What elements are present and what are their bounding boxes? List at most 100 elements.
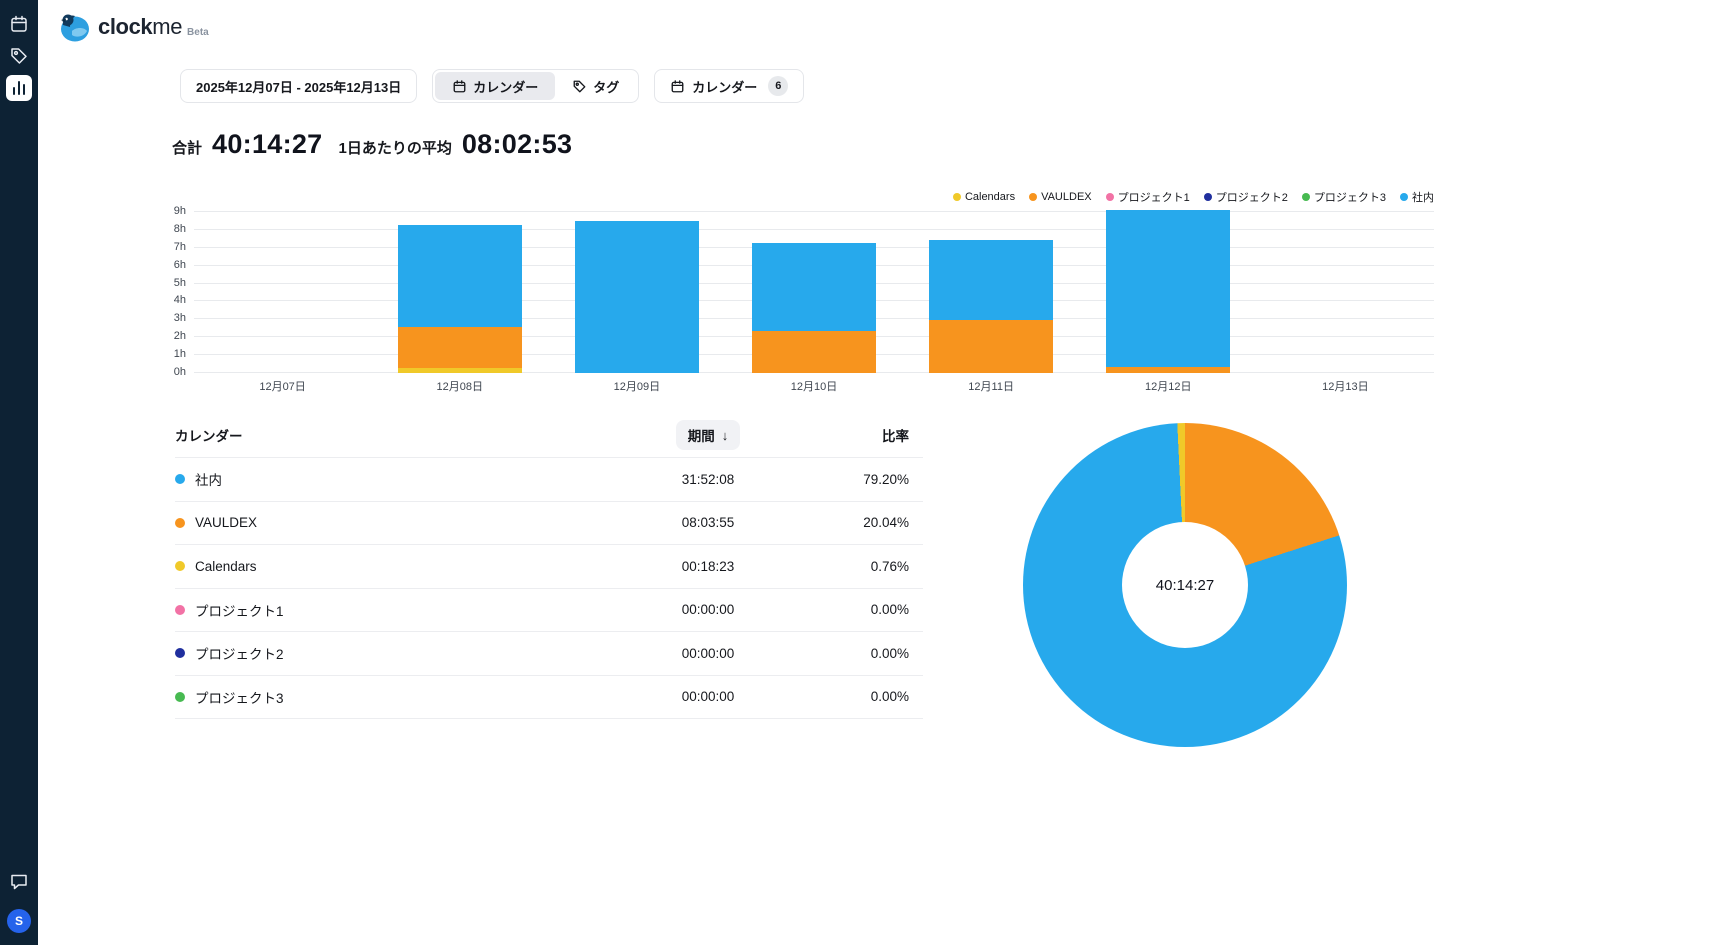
y-axis-labels: 0h 1h 2h 3h 4h 5h 6h 7h 8h 9h bbox=[170, 205, 188, 378]
x-tick-label: 12月10日 bbox=[790, 381, 838, 393]
sidebar-item-reports[interactable] bbox=[6, 75, 32, 101]
chart-legend: Calendars VAULDEX プロジェクト1 プロジェクト2 プロジェクト3 社内 bbox=[170, 190, 1434, 204]
legend-label: 社内 bbox=[1412, 192, 1434, 204]
column-header-ratio: 比率 bbox=[882, 429, 909, 444]
row-ratio: 0.00% bbox=[870, 689, 909, 705]
table-row: VAULDEX 08:03:55 20.04% bbox=[175, 500, 923, 545]
y-tick-label: 0h bbox=[173, 366, 186, 378]
tab-calendar[interactable]: カレンダー bbox=[435, 72, 556, 100]
bar-segment-VAULDEX bbox=[397, 326, 522, 368]
arrow-down-icon: ↓ bbox=[721, 427, 729, 443]
sidebar-item-tags[interactable] bbox=[6, 43, 32, 69]
calendar-filter-count-badge: 6 bbox=[768, 76, 789, 96]
user-avatar[interactable]: S bbox=[7, 909, 31, 933]
gridline bbox=[194, 228, 1434, 230]
y-tick-label: 4h bbox=[173, 294, 186, 307]
total-value: 40:14:27 bbox=[212, 129, 323, 159]
tag-icon bbox=[11, 48, 27, 64]
bar-chart-icon bbox=[13, 81, 25, 95]
calendar-icon bbox=[11, 15, 27, 32]
row-duration: 00:00:00 bbox=[681, 602, 735, 618]
logo-bird-icon bbox=[61, 14, 89, 42]
bar-segment-VAULDEX bbox=[1106, 366, 1231, 373]
x-tick-label: 12月11日 bbox=[968, 381, 1014, 393]
bar-12月10日 bbox=[752, 243, 876, 373]
legend-dot bbox=[1105, 193, 1114, 201]
row-ratio: 0.00% bbox=[870, 602, 909, 618]
total-label: 合計 bbox=[172, 140, 203, 157]
y-tick-label: 2h bbox=[173, 330, 186, 343]
row-ratio: 0.76% bbox=[870, 558, 909, 574]
logo-text-primary: clock bbox=[98, 14, 153, 39]
row-duration: 00:18:23 bbox=[681, 558, 735, 574]
x-tick-label: 12月13日 bbox=[1322, 381, 1369, 393]
legend-label: VAULDEX bbox=[1041, 191, 1092, 203]
tab-calendar-label: カレンダー bbox=[473, 79, 539, 95]
calendar-color-dot bbox=[175, 561, 185, 572]
calendar-name-label: VAULDEX bbox=[195, 515, 258, 531]
tab-tags[interactable]: タグ bbox=[555, 72, 636, 100]
y-tick-label: 6h bbox=[173, 258, 186, 271]
toolbar: 2025年12月07日 - 2025年12月13日 カレンダー タグ カレンダー… bbox=[180, 69, 805, 103]
row-duration: 08:03:55 bbox=[681, 515, 735, 531]
row-ratio: 20.04% bbox=[863, 515, 909, 531]
calendar-icon bbox=[453, 79, 466, 92]
calendar-table: カレンダー 期間 ↓ 比率 社内 31:52:08 79.20% VAULDEX 08:… bbox=[175, 413, 923, 719]
donut-center: 40:14:27 bbox=[1122, 522, 1248, 648]
tab-tags-label: タグ bbox=[593, 79, 620, 95]
daily-average-label: 1日あたりの平均 bbox=[338, 140, 452, 157]
legend-dot bbox=[1400, 193, 1408, 201]
calendar-icon bbox=[671, 79, 684, 92]
calendar-color-dot bbox=[175, 691, 185, 702]
feedback-button[interactable] bbox=[6, 868, 32, 894]
table-row: 社内 31:52:08 79.20% bbox=[175, 457, 923, 501]
legend-item-プロジェクト3[interactable]: プロジェクト3 bbox=[1301, 189, 1386, 205]
legend-item-Calendars[interactable]: Calendars bbox=[952, 191, 1015, 203]
calendar-name-label: Calendars bbox=[195, 558, 257, 574]
legend-label: プロジェクト2 bbox=[1215, 192, 1288, 204]
legend-dot bbox=[1301, 193, 1310, 201]
row-ratio: 79.20% bbox=[863, 471, 909, 487]
table-row: プロジェクト2 00:00:00 0.00% bbox=[175, 631, 923, 675]
calendar-name-label: プロジェクト3 bbox=[195, 690, 284, 706]
calendar-color-dot bbox=[175, 474, 185, 485]
row-duration: 00:00:00 bbox=[681, 689, 735, 705]
bar-plot bbox=[194, 210, 1434, 373]
bar-segment-VAULDEX bbox=[929, 320, 1054, 373]
row-calendar-name: プロジェクト3 bbox=[175, 687, 623, 707]
bar-chart: Calendars VAULDEX プロジェクト1 プロジェクト2 プロジェクト3 社内 … bbox=[170, 190, 1434, 394]
beta-label: Beta bbox=[187, 26, 209, 38]
row-calendar-name: Calendars bbox=[175, 559, 623, 574]
logo-text: clockme bbox=[98, 14, 182, 40]
y-tick-label: 8h bbox=[173, 222, 186, 235]
calendar-filter-button[interactable]: カレンダー 6 bbox=[654, 69, 805, 103]
duration-sort-button[interactable]: 期間 ↓ bbox=[675, 420, 741, 450]
legend-dot bbox=[1029, 193, 1038, 201]
chat-bubble-icon bbox=[11, 874, 27, 890]
bar-segment-VAULDEX bbox=[752, 330, 876, 373]
tag-icon bbox=[573, 80, 586, 92]
view-segmented-control: カレンダー タグ bbox=[432, 69, 640, 103]
logo-text-secondary: me bbox=[152, 14, 183, 39]
table-row: プロジェクト1 00:00:00 0.00% bbox=[175, 587, 923, 632]
table-rows: 社内 31:52:08 79.20% VAULDEX 08:03:55 20.04% Cal… bbox=[175, 457, 923, 719]
x-axis-labels: 12月07日 12月08日 12月09日 12月10日 12月11日 12月12日 12月1… bbox=[194, 378, 1434, 394]
bar-12月09日 bbox=[574, 220, 699, 373]
y-tick-label: 1h bbox=[173, 348, 186, 361]
duration-sort-label: 期間 bbox=[687, 429, 715, 444]
legend-item-VAULDEX[interactable]: VAULDEX bbox=[1029, 191, 1092, 203]
row-calendar-name: プロジェクト2 bbox=[175, 643, 623, 663]
x-tick-label: 12月08日 bbox=[436, 381, 483, 393]
sidebar-item-calendar[interactable] bbox=[6, 11, 32, 37]
bar-segment-Calendars bbox=[397, 367, 522, 373]
x-tick-label: 12月09日 bbox=[613, 381, 661, 393]
legend-item-プロジェクト1[interactable]: プロジェクト1 bbox=[1105, 189, 1190, 205]
row-calendar-name: プロジェクト1 bbox=[175, 600, 623, 620]
legend-item-プロジェクト2[interactable]: プロジェクト2 bbox=[1203, 189, 1288, 205]
legend-item-社内[interactable]: 社内 bbox=[1400, 189, 1434, 205]
calendar-color-dot bbox=[175, 648, 185, 659]
sidebar: S bbox=[0, 0, 38, 945]
x-tick-label: 12月12日 bbox=[1145, 381, 1192, 393]
date-range-button[interactable]: 2025年12月07日 - 2025年12月13日 bbox=[180, 69, 418, 103]
gridline bbox=[194, 211, 1434, 212]
